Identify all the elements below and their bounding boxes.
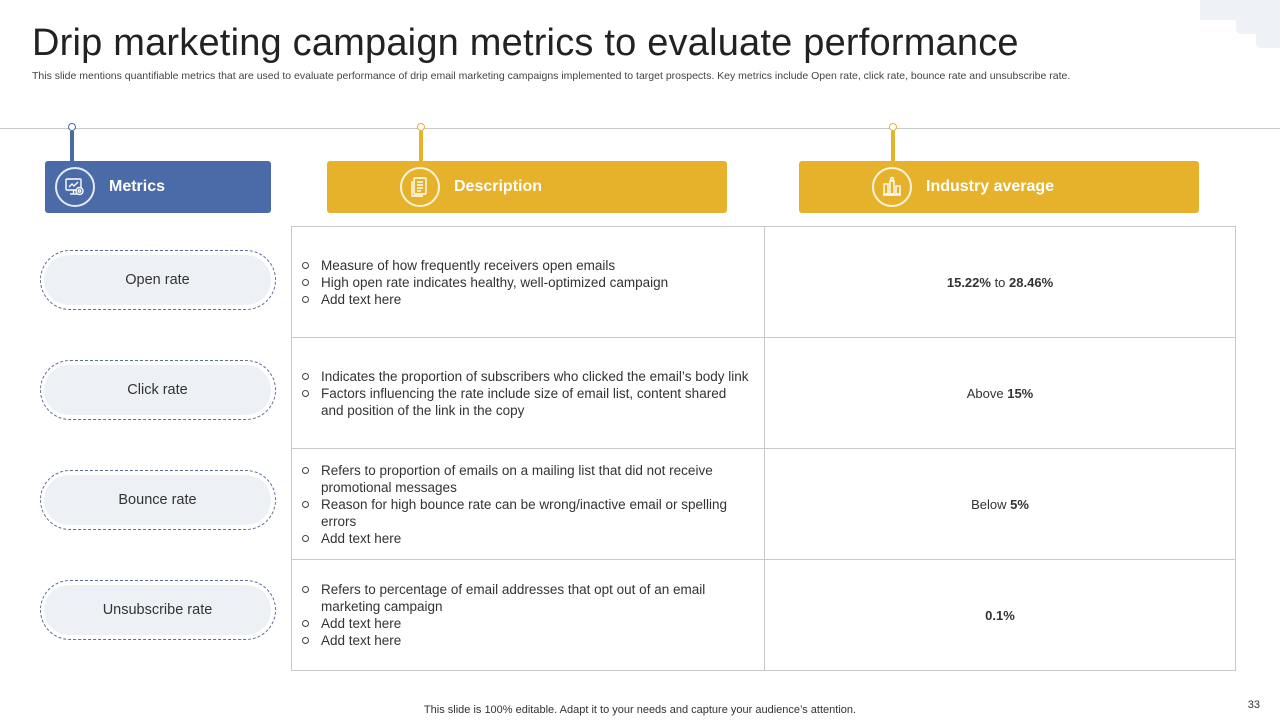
money-stack-icon: [872, 167, 912, 207]
metric-label: Click rate: [44, 365, 271, 415]
industry-average-header: Industry average: [799, 161, 1199, 213]
table-row: Refers to percentage of email addresses …: [291, 559, 1236, 671]
corner-decoration: [1200, 0, 1280, 48]
page-number: 33: [1247, 699, 1260, 711]
industry-average-cell: 0.1%: [764, 559, 1236, 671]
industry-average-cell: Above 15%: [764, 337, 1236, 449]
metric-unsubscribe-rate: Unsubscribe rate: [40, 580, 280, 644]
description-bullet: High open rate indicates healthy, well-o…: [302, 274, 750, 291]
description-bullet: Add text here: [302, 530, 750, 547]
description-cell: Refers to percentage of email addresses …: [291, 559, 765, 671]
description-bullet: Reason for high bounce rate can be wrong…: [302, 496, 750, 530]
description-header: Description: [327, 161, 727, 213]
industry-average-header-label: Industry average: [926, 178, 1055, 195]
description-pin: [417, 123, 425, 163]
industry-average-cell: Below 5%: [764, 448, 1236, 560]
industry-average-cell: 15.22% to 28.46%: [764, 226, 1236, 338]
description-bullet: Refers to percentage of email addresses …: [302, 581, 750, 615]
average-value: 15.22%: [946, 274, 991, 290]
metric-click-rate: Click rate: [40, 360, 280, 424]
metric-label: Bounce rate: [44, 475, 271, 525]
industry-average-pin: [889, 123, 897, 163]
metric-open-rate: Open rate: [40, 250, 280, 314]
description-bullet: Measure of how frequently receivers open…: [302, 257, 750, 274]
description-cell: Measure of how frequently receivers open…: [291, 226, 765, 338]
description-cell: Refers to proportion of emails on a mail…: [291, 448, 765, 560]
description-header-label: Description: [454, 178, 543, 195]
monitor-gear-icon: [55, 167, 95, 207]
slide-footer: This slide is 100% editable. Adapt it to…: [423, 704, 857, 716]
description-bullet: Refers to proportion of emails on a mail…: [302, 462, 750, 496]
table-row: Refers to proportion of emails on a mail…: [291, 448, 1236, 560]
slide-title: Drip marketing campaign metrics to evalu…: [32, 22, 1019, 64]
description-bullet: Factors influencing the rate include siz…: [302, 385, 750, 419]
title-divider: [0, 128, 1280, 129]
metric-bounce-rate: Bounce rate: [40, 470, 280, 534]
metrics-header: Metrics: [45, 161, 271, 213]
metric-label: Open rate: [44, 255, 271, 305]
slide-subtitle: This slide mentions quantifiable metrics…: [32, 70, 1071, 82]
average-value: 28.46%: [1009, 274, 1054, 290]
metrics-pin: [68, 123, 76, 163]
table-row: Measure of how frequently receivers open…: [291, 226, 1236, 338]
metric-label: Unsubscribe rate: [44, 585, 271, 635]
metrics-table: Measure of how frequently receivers open…: [291, 226, 1236, 671]
average-value: 5%: [1010, 496, 1029, 512]
description-bullet: Indicates the proportion of subscribers …: [302, 368, 749, 384]
metrics-header-label: Metrics: [109, 178, 166, 195]
description-cell: Indicates the proportion of subscribers …: [291, 337, 765, 449]
document-icon: [400, 167, 440, 207]
description-bullet: Add text here: [302, 632, 750, 649]
description-bullet: Add text here: [302, 291, 750, 308]
average-value: 15%: [1007, 385, 1034, 401]
table-row: Indicates the proportion of subscribers …: [291, 337, 1236, 449]
description-bullet: Add text here: [302, 615, 750, 632]
average-value: 0.1%: [985, 607, 1015, 623]
